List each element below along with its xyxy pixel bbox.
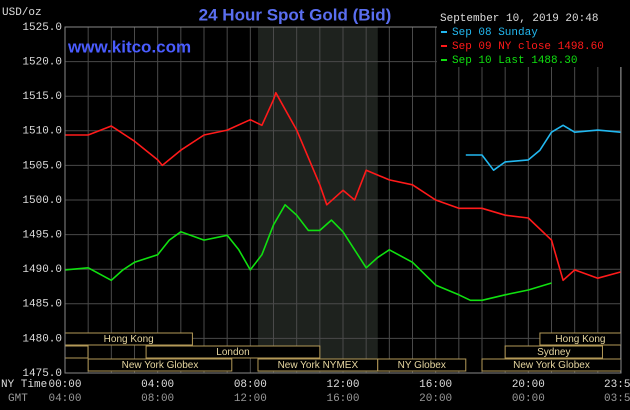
session-label: New York Globex [513, 360, 590, 371]
y-tick-label: 1500.0 [22, 195, 62, 207]
x-tick-label: 20:00 [512, 379, 545, 391]
x-tick-label-gmt: 12:00 [234, 393, 267, 405]
x-tick-label-gmt: 00:00 [512, 393, 545, 405]
chart-title: 24 Hour Spot Gold (Bid) [199, 5, 392, 24]
y-tick-label: 1480.0 [22, 333, 62, 345]
legend: Sep 08 Sunday Sep 09 NY close 1498.60 Sep … [441, 27, 604, 67]
session-label: Hong Kong [555, 334, 605, 345]
y-tick-label: 1525.0 [22, 22, 62, 34]
y-tick-label: 1510.0 [22, 126, 62, 138]
series-line [465, 124, 621, 171]
session-label: NY Globex [398, 360, 446, 371]
legend-background [437, 9, 627, 67]
session-box [504, 345, 603, 359]
x-tick-label: 08:00 [234, 379, 267, 391]
session-label: Sydney [537, 347, 570, 358]
session-box [377, 358, 467, 372]
x-tick-label: 16:00 [419, 379, 452, 391]
x-row-label: GMT [8, 393, 28, 405]
session-box [145, 345, 321, 359]
x-tick-label-gmt: 04:00 [48, 393, 81, 405]
sessions: Hong Kong Hong Kong London Sydney New York G… [64, 332, 622, 372]
legend-label: Sep 09 NY close 1498.60 [452, 41, 604, 53]
session-label: New York NYMEX [278, 360, 359, 371]
session-label: New York Globex [122, 360, 199, 371]
x-tick-label: 04:00 [141, 379, 174, 391]
x-tick-label: 12:00 [326, 379, 359, 391]
y-tick-label: 1515.0 [22, 91, 62, 103]
x-tick-label-gmt: 16:00 [326, 393, 359, 405]
legend-label: Sep 10 Last 1488.30 [452, 55, 577, 67]
session-label: Hong Kong [104, 334, 154, 345]
x-row-label: NY Time [1, 379, 47, 391]
timestamp: September 10, 2019 20:48 [440, 13, 598, 25]
y-tick-label: 1505.0 [22, 160, 62, 172]
y-tick-label: 1495.0 [22, 230, 62, 242]
y-tick-label: 1490.0 [22, 264, 62, 276]
y-tick-label: 1520.0 [22, 57, 62, 69]
y-tick-label: 1485.0 [22, 299, 62, 311]
legend-label: Sep 08 Sunday [452, 27, 538, 39]
watermark: www.kitco.com [67, 37, 191, 56]
x-tick-label-gmt: 08:00 [141, 393, 174, 405]
session-label: London [216, 347, 249, 358]
y-axis-label: USD/oz [2, 7, 42, 19]
plot-frame [64, 26, 622, 374]
session-box [87, 358, 233, 372]
x-tick-label: 00:00 [48, 379, 81, 391]
x-tick-label-gmt: 03:59 [604, 393, 630, 405]
series-line [65, 91, 621, 282]
x-tick-label-gmt: 20:00 [419, 393, 452, 405]
x-tick-label: 23:59 [604, 379, 630, 391]
series-line [64, 204, 552, 302]
y-tick-label: 1475.0 [22, 368, 62, 380]
session-box [64, 345, 89, 359]
series-lines [64, 91, 621, 302]
